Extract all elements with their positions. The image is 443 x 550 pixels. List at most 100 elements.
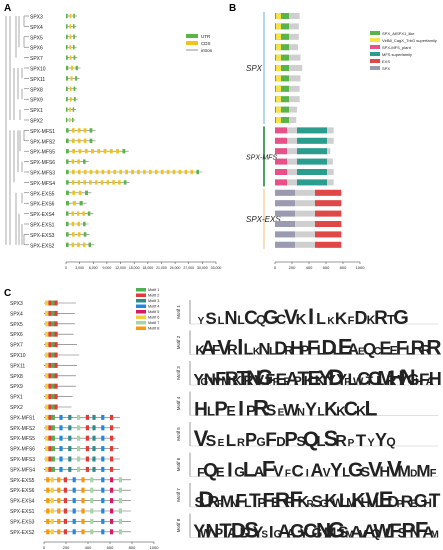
logo-letter: S <box>296 433 305 449</box>
logo-letter: P <box>257 495 266 510</box>
exon-block <box>77 128 81 133</box>
logo-letter: Q <box>203 461 218 482</box>
logo-letter: M <box>324 525 337 542</box>
gene-label-c: SPX-MFS6 <box>10 447 35 453</box>
logo-letter: V <box>323 466 331 480</box>
motif-box-4 <box>101 477 105 483</box>
exon-block <box>76 211 80 216</box>
logo-letter: C <box>303 521 317 543</box>
gene-label-c: SPX5 <box>10 322 23 328</box>
exon-block <box>100 180 104 185</box>
logo-letter: P <box>294 374 302 388</box>
logo-letter: N <box>410 525 421 542</box>
gene-label-c: SPX-EXS5 <box>10 478 35 484</box>
logo-letter: P <box>402 520 416 543</box>
motif-box-2 <box>110 435 114 441</box>
motif-box-2 <box>63 518 67 524</box>
logo-letter: A <box>422 525 434 542</box>
domain-mfs <box>297 137 327 144</box>
exon-block <box>83 159 86 164</box>
logo-letter: L <box>333 342 342 359</box>
logo-letter: T <box>249 491 261 512</box>
exon-block <box>106 180 110 185</box>
exon-block <box>122 149 126 154</box>
motif-box-3 <box>92 466 96 472</box>
exon-block <box>85 190 88 195</box>
motif-box-1 <box>51 456 55 462</box>
exon-block <box>71 128 75 133</box>
motif-box-5 <box>110 529 114 535</box>
axis-tick-label-a: 30,000 <box>197 266 208 270</box>
logo-letter: E <box>410 498 417 510</box>
domain-exs <box>315 221 341 227</box>
motif-box-6 <box>45 446 49 452</box>
domain-virb8 <box>276 23 281 30</box>
gene-label-c: SPX1 <box>10 395 23 401</box>
gene-label-c: SPX-EXS4 <box>10 499 35 505</box>
logo-letter: N <box>297 407 305 419</box>
gene-label-a: SPX7 <box>30 56 43 62</box>
motif-box-6 <box>45 362 49 368</box>
domain-spx-mfs-plant <box>275 137 287 144</box>
motif-box-2 <box>54 321 58 327</box>
exon-block <box>69 97 72 102</box>
motif-box-8 <box>81 477 85 483</box>
domain-virb8 <box>276 54 281 61</box>
legend-label-b: EXS <box>382 59 390 64</box>
logo-letter: T <box>429 491 441 512</box>
domain-spx-atspx1 <box>275 117 289 123</box>
logo-name: Motif 1 <box>176 305 181 319</box>
exon-block <box>66 13 68 19</box>
logo-letter: F <box>415 518 428 543</box>
exon-block <box>184 169 188 175</box>
legend-label-c: Motif 3 <box>148 299 159 303</box>
legend-swatch-c <box>136 326 146 330</box>
motif-box-1 <box>51 352 55 358</box>
exon-block <box>83 180 86 185</box>
exon-block <box>82 211 85 216</box>
motif-box-2 <box>110 414 114 420</box>
logo-letter: S <box>338 525 349 542</box>
logo-letter: F <box>389 521 401 543</box>
logo-letter: E <box>390 344 398 358</box>
legend-swatch-c <box>136 288 146 292</box>
motif-box-1 <box>51 414 55 420</box>
gene-label-c: SPX3 <box>10 301 23 307</box>
motif-box-8 <box>57 477 61 483</box>
domain-spx-mfs-plant <box>275 148 287 155</box>
gene-label-a: SPX5 <box>30 35 43 41</box>
motif-box-1 <box>51 394 55 400</box>
exon-block <box>69 13 72 19</box>
motif-box-8 <box>81 498 85 504</box>
exon-block <box>66 86 68 91</box>
logo-letter: C <box>368 369 382 390</box>
logo-letter: M <box>397 464 410 481</box>
logo-letter: E <box>271 494 280 510</box>
logo-letter: R <box>243 372 253 388</box>
domain-exs <box>315 200 341 207</box>
logo-letter: K <box>233 373 243 388</box>
logo-letter: F <box>290 487 303 512</box>
motif-box-8 <box>46 477 50 483</box>
logo-letter: Y <box>300 526 309 541</box>
motif-box-4 <box>101 414 105 420</box>
motif-box-5 <box>110 487 114 493</box>
motif-box-7 <box>77 425 81 431</box>
logo-letter: L <box>237 313 244 327</box>
gene-label-c: SPX-EXS1 <box>10 509 35 515</box>
exon-block <box>66 55 68 60</box>
logo-letter: K <box>253 347 261 358</box>
motif-box-7 <box>90 529 94 535</box>
logo-letter: K <box>296 311 307 328</box>
legend-swatch-b <box>370 31 380 35</box>
logo-letter: H <box>423 496 432 510</box>
logo-letter: E <box>308 368 321 390</box>
logo-letter: W <box>332 496 344 510</box>
domain-virb8 <box>276 65 281 71</box>
exon-block <box>66 232 69 237</box>
exon-block <box>77 159 80 164</box>
motif-box-6 <box>50 508 54 514</box>
logo-letter: K <box>336 404 346 419</box>
logo-letter: S <box>266 403 277 420</box>
logo-letter: A <box>278 522 291 542</box>
